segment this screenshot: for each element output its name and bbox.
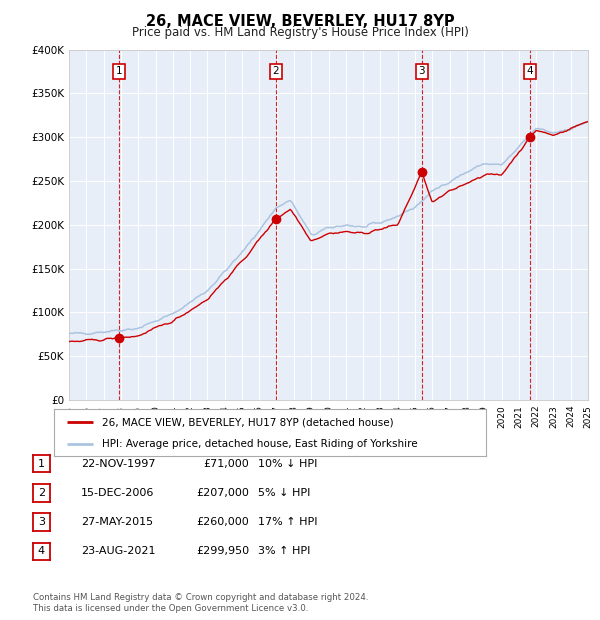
Text: 3: 3 xyxy=(419,66,425,76)
Text: £71,000: £71,000 xyxy=(203,459,249,469)
Text: £207,000: £207,000 xyxy=(196,488,249,498)
Text: 5% ↓ HPI: 5% ↓ HPI xyxy=(258,488,310,498)
Text: 10% ↓ HPI: 10% ↓ HPI xyxy=(258,459,317,469)
Text: 1: 1 xyxy=(116,66,122,76)
Text: 4: 4 xyxy=(527,66,533,76)
Text: 2: 2 xyxy=(272,66,279,76)
Text: 22-NOV-1997: 22-NOV-1997 xyxy=(81,459,155,469)
Text: Price paid vs. HM Land Registry's House Price Index (HPI): Price paid vs. HM Land Registry's House … xyxy=(131,26,469,39)
Text: Contains HM Land Registry data © Crown copyright and database right 2024.
This d: Contains HM Land Registry data © Crown c… xyxy=(33,593,368,613)
Text: 26, MACE VIEW, BEVERLEY, HU17 8YP (detached house): 26, MACE VIEW, BEVERLEY, HU17 8YP (detac… xyxy=(101,417,393,427)
Text: 15-DEC-2006: 15-DEC-2006 xyxy=(81,488,154,498)
Text: 2: 2 xyxy=(38,488,45,498)
Text: 3% ↑ HPI: 3% ↑ HPI xyxy=(258,546,310,556)
Text: 17% ↑ HPI: 17% ↑ HPI xyxy=(258,517,317,527)
Text: £260,000: £260,000 xyxy=(196,517,249,527)
Text: £299,950: £299,950 xyxy=(196,546,249,556)
Text: 4: 4 xyxy=(38,546,45,556)
Text: 3: 3 xyxy=(38,517,45,527)
Text: 26, MACE VIEW, BEVERLEY, HU17 8YP: 26, MACE VIEW, BEVERLEY, HU17 8YP xyxy=(146,14,454,29)
Text: 27-MAY-2015: 27-MAY-2015 xyxy=(81,517,153,527)
Text: 23-AUG-2021: 23-AUG-2021 xyxy=(81,546,155,556)
Text: 1: 1 xyxy=(38,459,45,469)
Text: HPI: Average price, detached house, East Riding of Yorkshire: HPI: Average price, detached house, East… xyxy=(101,439,417,449)
